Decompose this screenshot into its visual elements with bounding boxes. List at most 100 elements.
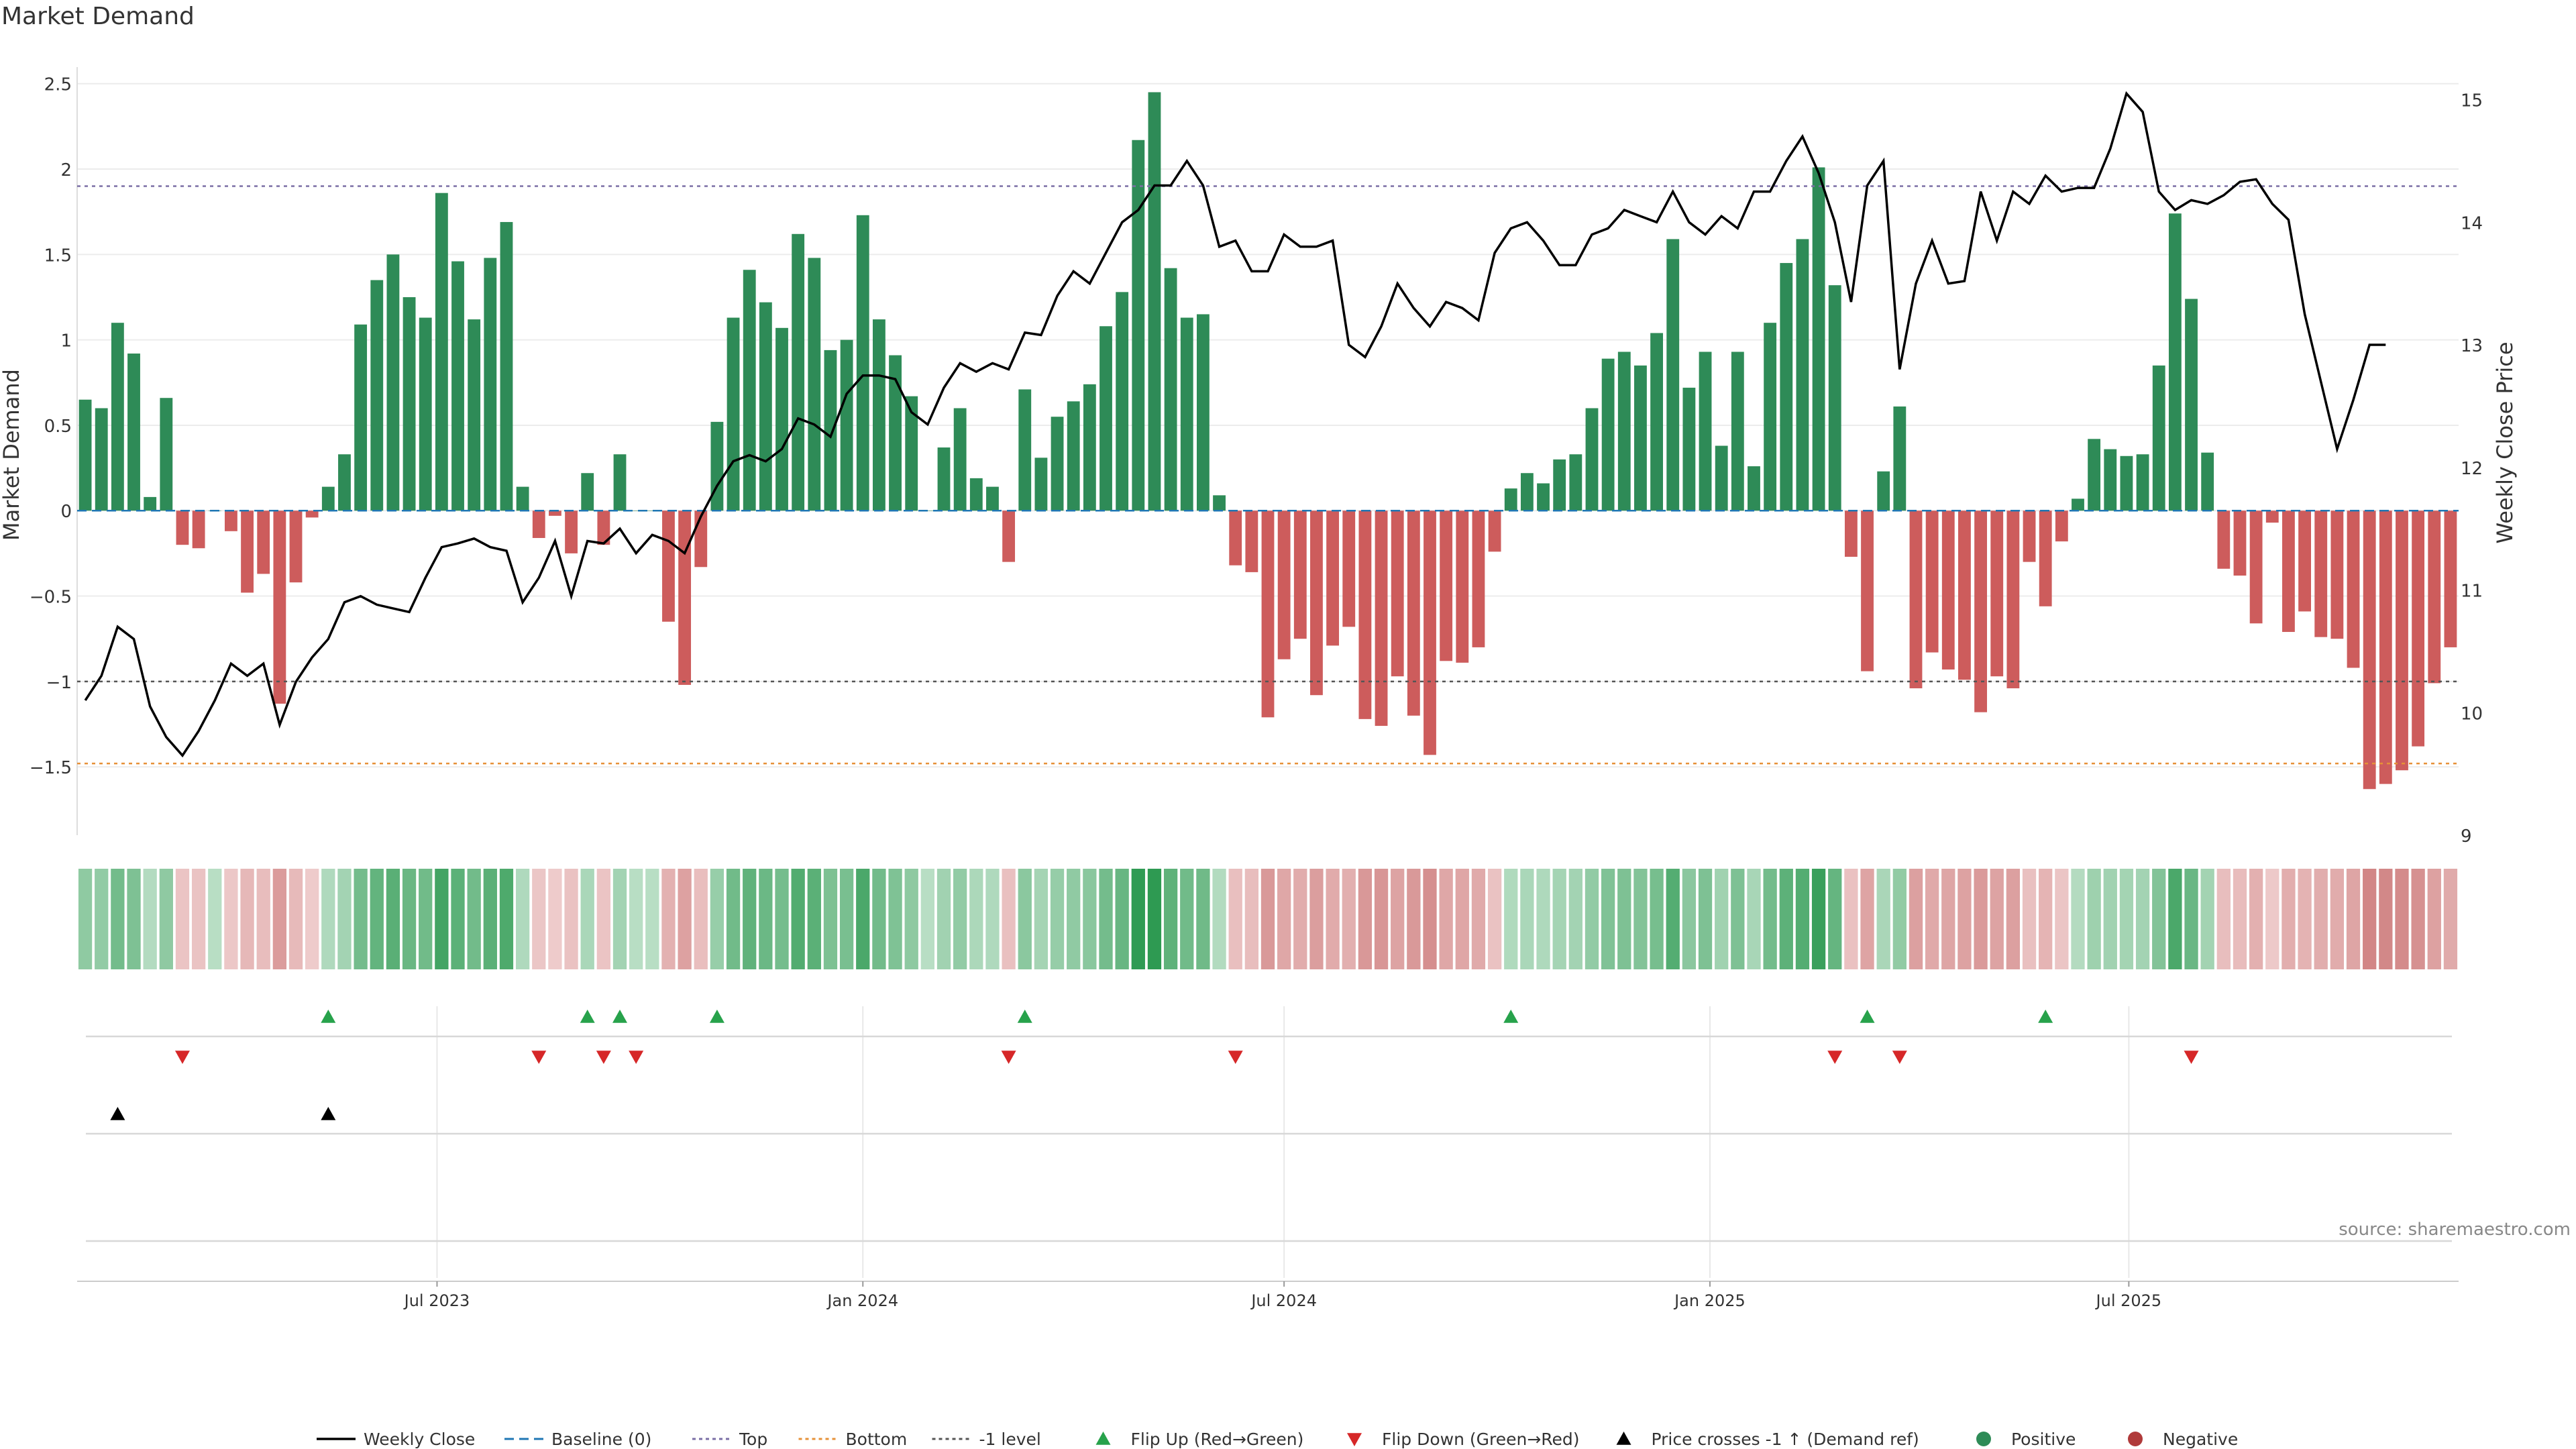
heat-cell (435, 869, 449, 969)
heat-cell (1779, 869, 1793, 969)
heat-cell (694, 869, 708, 969)
legend-label: Weekly Close (364, 1430, 475, 1449)
demand-bar (2282, 511, 2295, 633)
heat-cell (1844, 869, 1858, 969)
heat-cell (1212, 869, 1226, 969)
heat-cell (2200, 869, 2214, 969)
heat-cell (2055, 869, 2069, 969)
heat-cell (1520, 869, 1534, 969)
y-tick-label-left: 0.5 (44, 417, 72, 437)
heat-cell (208, 869, 222, 969)
demand-bar (1164, 268, 1177, 511)
demand-bar (1828, 285, 1841, 511)
demand-bar (338, 454, 351, 511)
y-tick-label-right: 15 (2461, 91, 2483, 111)
y-tick-label-right: 9 (2461, 826, 2472, 847)
heat-cell (1876, 869, 1890, 969)
heat-cell (483, 869, 497, 969)
heat-cell (305, 869, 319, 969)
demand-bar (1293, 511, 1307, 639)
demand-bar (1504, 488, 1517, 511)
heat-cell (1828, 869, 1842, 969)
demand-bar (2298, 511, 2311, 612)
demand-bar (1812, 167, 1825, 511)
demand-bar (1358, 511, 1372, 719)
legend-label: Bottom (846, 1430, 908, 1449)
heat-cell (1763, 869, 1777, 969)
heat-cell (1099, 869, 1113, 969)
heat-cell (920, 869, 934, 969)
x-tick-label: Jul 2023 (403, 1291, 470, 1310)
demand-bar (1002, 511, 1016, 562)
heat-cell (127, 869, 141, 969)
heat-cell (1002, 869, 1016, 969)
heat-cell (1487, 869, 1502, 969)
heat-cell (856, 869, 870, 969)
demand-bar (953, 408, 967, 511)
y-axis-title-right: Weekly Close Price (2492, 341, 2518, 543)
heat-cell (1067, 869, 1081, 969)
heat-cell (1990, 869, 2004, 969)
demand-bar (2217, 511, 2231, 569)
heat-cell (1391, 869, 1405, 969)
heat-cell (2022, 869, 2037, 969)
legend-label: Baseline (0) (551, 1430, 651, 1449)
heat-cell (2168, 869, 2182, 969)
demand-bar (1326, 511, 1340, 646)
heat-cell (1536, 869, 1550, 969)
heat-cell (612, 869, 627, 969)
heat-cell (1666, 869, 1680, 969)
heat-cell (1795, 869, 1810, 969)
demand-bar (2136, 454, 2149, 511)
demand-bar (1213, 495, 1226, 511)
price-cross-marker (321, 1107, 336, 1120)
flip-up-marker (2038, 1010, 2053, 1023)
heat-cell (872, 869, 886, 969)
legend-swatch (1976, 1432, 1991, 1446)
heat-cell (2443, 869, 2458, 969)
y-tick-label-left: −1 (46, 673, 72, 693)
legend-label: Top (739, 1430, 767, 1449)
demand-bar (1196, 314, 1210, 511)
heat-cell (2006, 869, 2021, 969)
heat-cell (2087, 869, 2101, 969)
heat-cell (1731, 869, 1745, 969)
demand-bar (435, 193, 448, 511)
demand-bar (2396, 511, 2408, 771)
heat-cell (969, 869, 983, 969)
heat-cell (2330, 869, 2345, 969)
demand-bar (1585, 408, 1599, 511)
demand-bar (111, 323, 124, 511)
heat-cell (451, 869, 465, 969)
heat-cell (240, 869, 254, 969)
demand-bar (872, 319, 885, 511)
demand-bar (1569, 454, 1582, 511)
heat-cell (1309, 869, 1324, 969)
heat-cell (759, 869, 773, 969)
heat-cell (2427, 869, 2441, 969)
flip-down-marker (596, 1051, 611, 1064)
demand-bar (1844, 511, 1858, 557)
demand-bar (370, 280, 384, 511)
heat-cell (1747, 869, 1761, 969)
demand-bar (1958, 511, 1971, 680)
demand-bar (808, 258, 821, 511)
y-tick-label-right: 14 (2461, 213, 2483, 233)
demand-bar (516, 486, 529, 511)
y-tick-label-right: 10 (2461, 704, 2483, 724)
flip-up-marker (580, 1010, 595, 1023)
demand-bar (2412, 511, 2425, 747)
heat-cell (386, 869, 400, 969)
demand-bar (2428, 511, 2441, 684)
legend-label: Negative (2163, 1430, 2238, 1449)
heat-cell (936, 869, 951, 969)
heat-cell (2184, 869, 2198, 969)
demand-bar (289, 511, 303, 583)
heat-cell (2411, 869, 2425, 969)
heat-cell (370, 869, 384, 969)
demand-bar (1375, 511, 1388, 727)
heat-cell (402, 869, 417, 969)
x-tick-label: Jan 2024 (826, 1291, 898, 1310)
demand-bar (1764, 323, 1777, 511)
